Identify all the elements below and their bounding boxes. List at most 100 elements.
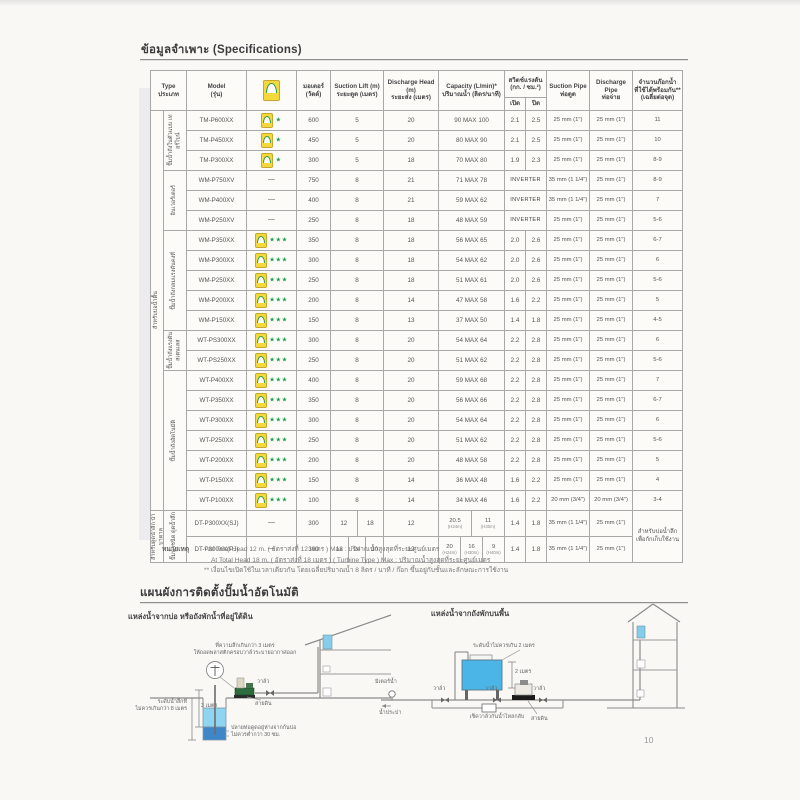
cell-capacity: 70 MAX 80 [438, 150, 506, 171]
row-group-label: ปั๊มน้ำถังในตัวแบบ เทอร์ไบน์ [162, 110, 188, 171]
valve-icon [493, 697, 497, 703]
cell-model: WT-P350XX [186, 390, 248, 411]
row-group-label: ปั๊มน้ำถังกลมแรงดันคงที่ [162, 230, 188, 331]
cell-discharge-pipe: 25 mm (1") [589, 390, 634, 411]
cell-capacity: 36 MAX 48 [438, 470, 506, 491]
cell-suction-pipe: 20 mm (3/4") [546, 490, 591, 511]
cell-suction-lift: 5 [330, 150, 385, 171]
cell-taps: 8-9 [632, 150, 684, 171]
cell-switch-off: 2.6 [525, 270, 548, 291]
cell-energy-label: ★★★ [246, 310, 298, 331]
cell-discharge-head: 14 [383, 490, 440, 511]
cell-energy-label: ★ [246, 130, 298, 151]
water-meter-label: มิเตอร์น้ำ [375, 679, 397, 685]
cell-discharge-pipe: 25 mm (1") [589, 536, 634, 563]
cell-energy-label: ★★★ [246, 450, 298, 471]
cell-discharge-pipe: 25 mm (1") [589, 310, 634, 331]
cell-energy-label: ★★★ [246, 430, 298, 451]
cell-capacity: 51 MAX 62 [438, 430, 506, 451]
table-row: WM-P400XV —400 8 21 59 MAX 62 INVERTER 35 mm (… [151, 190, 684, 211]
cell-watts: 300 [296, 150, 332, 171]
ground-wire-label: สายดิน [531, 716, 548, 722]
table-row: WM-P200XX ★★★ 200 8 14 47 MAX 58 1.6 2.2 25 mm (… [151, 290, 684, 311]
pump-base [512, 695, 535, 700]
cell-model: WT-P300XX [186, 410, 248, 431]
cell-switch-off: 2.2 [525, 490, 548, 511]
water-heater-icon [636, 625, 646, 639]
cell-switch-on: 2.1 [504, 130, 527, 151]
row-group-label: ปั๊มน้ำถังแรงดัน สเตนเลส [162, 330, 188, 371]
pump-base [234, 695, 255, 698]
cell-suction-pipe: 25 mm (1") [546, 130, 591, 151]
cell-switch-off: 2.8 [525, 350, 548, 371]
star-rating: ★★★ [269, 496, 288, 504]
cell-discharge-pipe: 25 mm (1") [589, 430, 634, 451]
valve-label: วาล์ว [485, 686, 498, 692]
cell-switch-on: 1.4 [504, 510, 527, 537]
house-roof [304, 614, 392, 646]
energy-label-no5-icon [255, 333, 268, 348]
cell-switch-off: 2.8 [525, 430, 548, 451]
cell-capacity: 80 MAX 90 [438, 130, 506, 151]
scan-shade [139, 88, 151, 540]
page-title: ข้อมูลจำเพาะ (Specifications) [141, 44, 302, 56]
cell-taps: 6 [632, 330, 684, 351]
cell-switch-off: 2.8 [525, 370, 548, 391]
ground-wire-label: สายดิน [255, 701, 272, 707]
cell-capacity: 56 MAX 65 [438, 230, 506, 251]
cell-discharge-head: 20 [383, 350, 440, 371]
tank-leg [496, 690, 499, 700]
cell-discharge-pipe: 25 mm (1") [589, 250, 634, 271]
diagram-ground-tank-drawing [381, 603, 685, 715]
diagram-underground-drawing [150, 614, 392, 741]
cell-energy-label: — [246, 170, 298, 191]
cell-suction-lift: 8 [330, 170, 385, 191]
cell-taps: 5-6 [632, 210, 684, 231]
cell-switch-on: 2.2 [504, 410, 527, 431]
cell-capacity: 54 MAX 62 [438, 250, 506, 271]
diagram-ground-tank-source: แหล่งน้ำจากถังพักบนพื้น ระดับน้ำไม่ควรเก… [375, 598, 687, 770]
pump-body [514, 683, 533, 696]
spec-table: Type ประเภท Model (รุ่น) มอเตอร์ (วัตต์) Su… [149, 70, 684, 563]
cell-switch-on: 2.1 [504, 110, 527, 131]
cell-suction-pipe: 25 mm (1") [546, 250, 591, 271]
cell-watts: 400 [296, 190, 332, 211]
cell-watts: 250 [296, 270, 332, 291]
star-rating: ★★★ [269, 256, 288, 264]
cell-watts: 200 [296, 450, 332, 471]
cell-suction-lift: 8 [330, 490, 385, 511]
cell-discharge-pipe: 25 mm (1") [589, 230, 634, 251]
page-number: 10 [644, 735, 654, 745]
cell-switch-on: 2.2 [504, 450, 527, 471]
tap-water-label: น้ำประปา [379, 710, 402, 716]
cell-switch-off: 2.8 [525, 330, 548, 351]
energy-label-no5-icon [255, 273, 268, 288]
cell-suction-pipe: 25 mm (1") [546, 330, 591, 351]
cell-discharge-head: 20 [383, 110, 440, 131]
cell-switch-on: 2.2 [504, 430, 527, 451]
energy-label-no5-icon [255, 433, 268, 448]
star-rating: ★★★ [269, 456, 288, 464]
table-row: ปั๊มน้ำถังแรงดัน สเตนเลส WT-PS300XX ★★★ 300… [151, 330, 684, 371]
col-header-pressure-switch: สวิตช์แรงดัน (กก. / ซม.²) [504, 70, 548, 98]
cell-suction-pipe: 25 mm (1") [546, 350, 591, 371]
cell-model: DT-P300XX(SJ) [186, 510, 248, 537]
installation-section-title: แผนผังการติดตั้งปั๊มน้ำอัตโนมัติ [140, 587, 299, 599]
cell-suction-lift: 8 [330, 250, 385, 271]
notes-block: หมายเหตุ * At Total Head 12 m. ( อัตราส่… [162, 545, 508, 577]
cell-discharge-pipe: 25 mm (1") [589, 270, 634, 291]
cell-energy-label: ★★★ [246, 490, 298, 511]
cell-suction-pipe: 25 mm (1") [546, 370, 591, 391]
cell-suction-lift: 8 [330, 350, 385, 371]
cell-discharge-pipe: 25 mm (1") [589, 330, 634, 351]
cell-switch-off: 1.8 [525, 510, 548, 537]
cell-model: DT-P300XX(PJ) [186, 536, 248, 563]
cell-capacity: 48 MAX 59 [438, 210, 506, 231]
cell-taps: 7 [632, 370, 684, 391]
cell-discharge-pipe: 25 mm (1") [589, 510, 634, 537]
col-header-taps: จำนวนก๊อกน้ำ ที่ใช้ได้พร้อมกัน** (เฉลี่ยต่… [632, 70, 684, 111]
cell-switch-off: 2.5 [525, 130, 548, 151]
pump-motor [520, 680, 528, 685]
col-header-model: Model (รุ่น) [186, 70, 248, 111]
cell-discharge-head: 12 [383, 536, 440, 563]
